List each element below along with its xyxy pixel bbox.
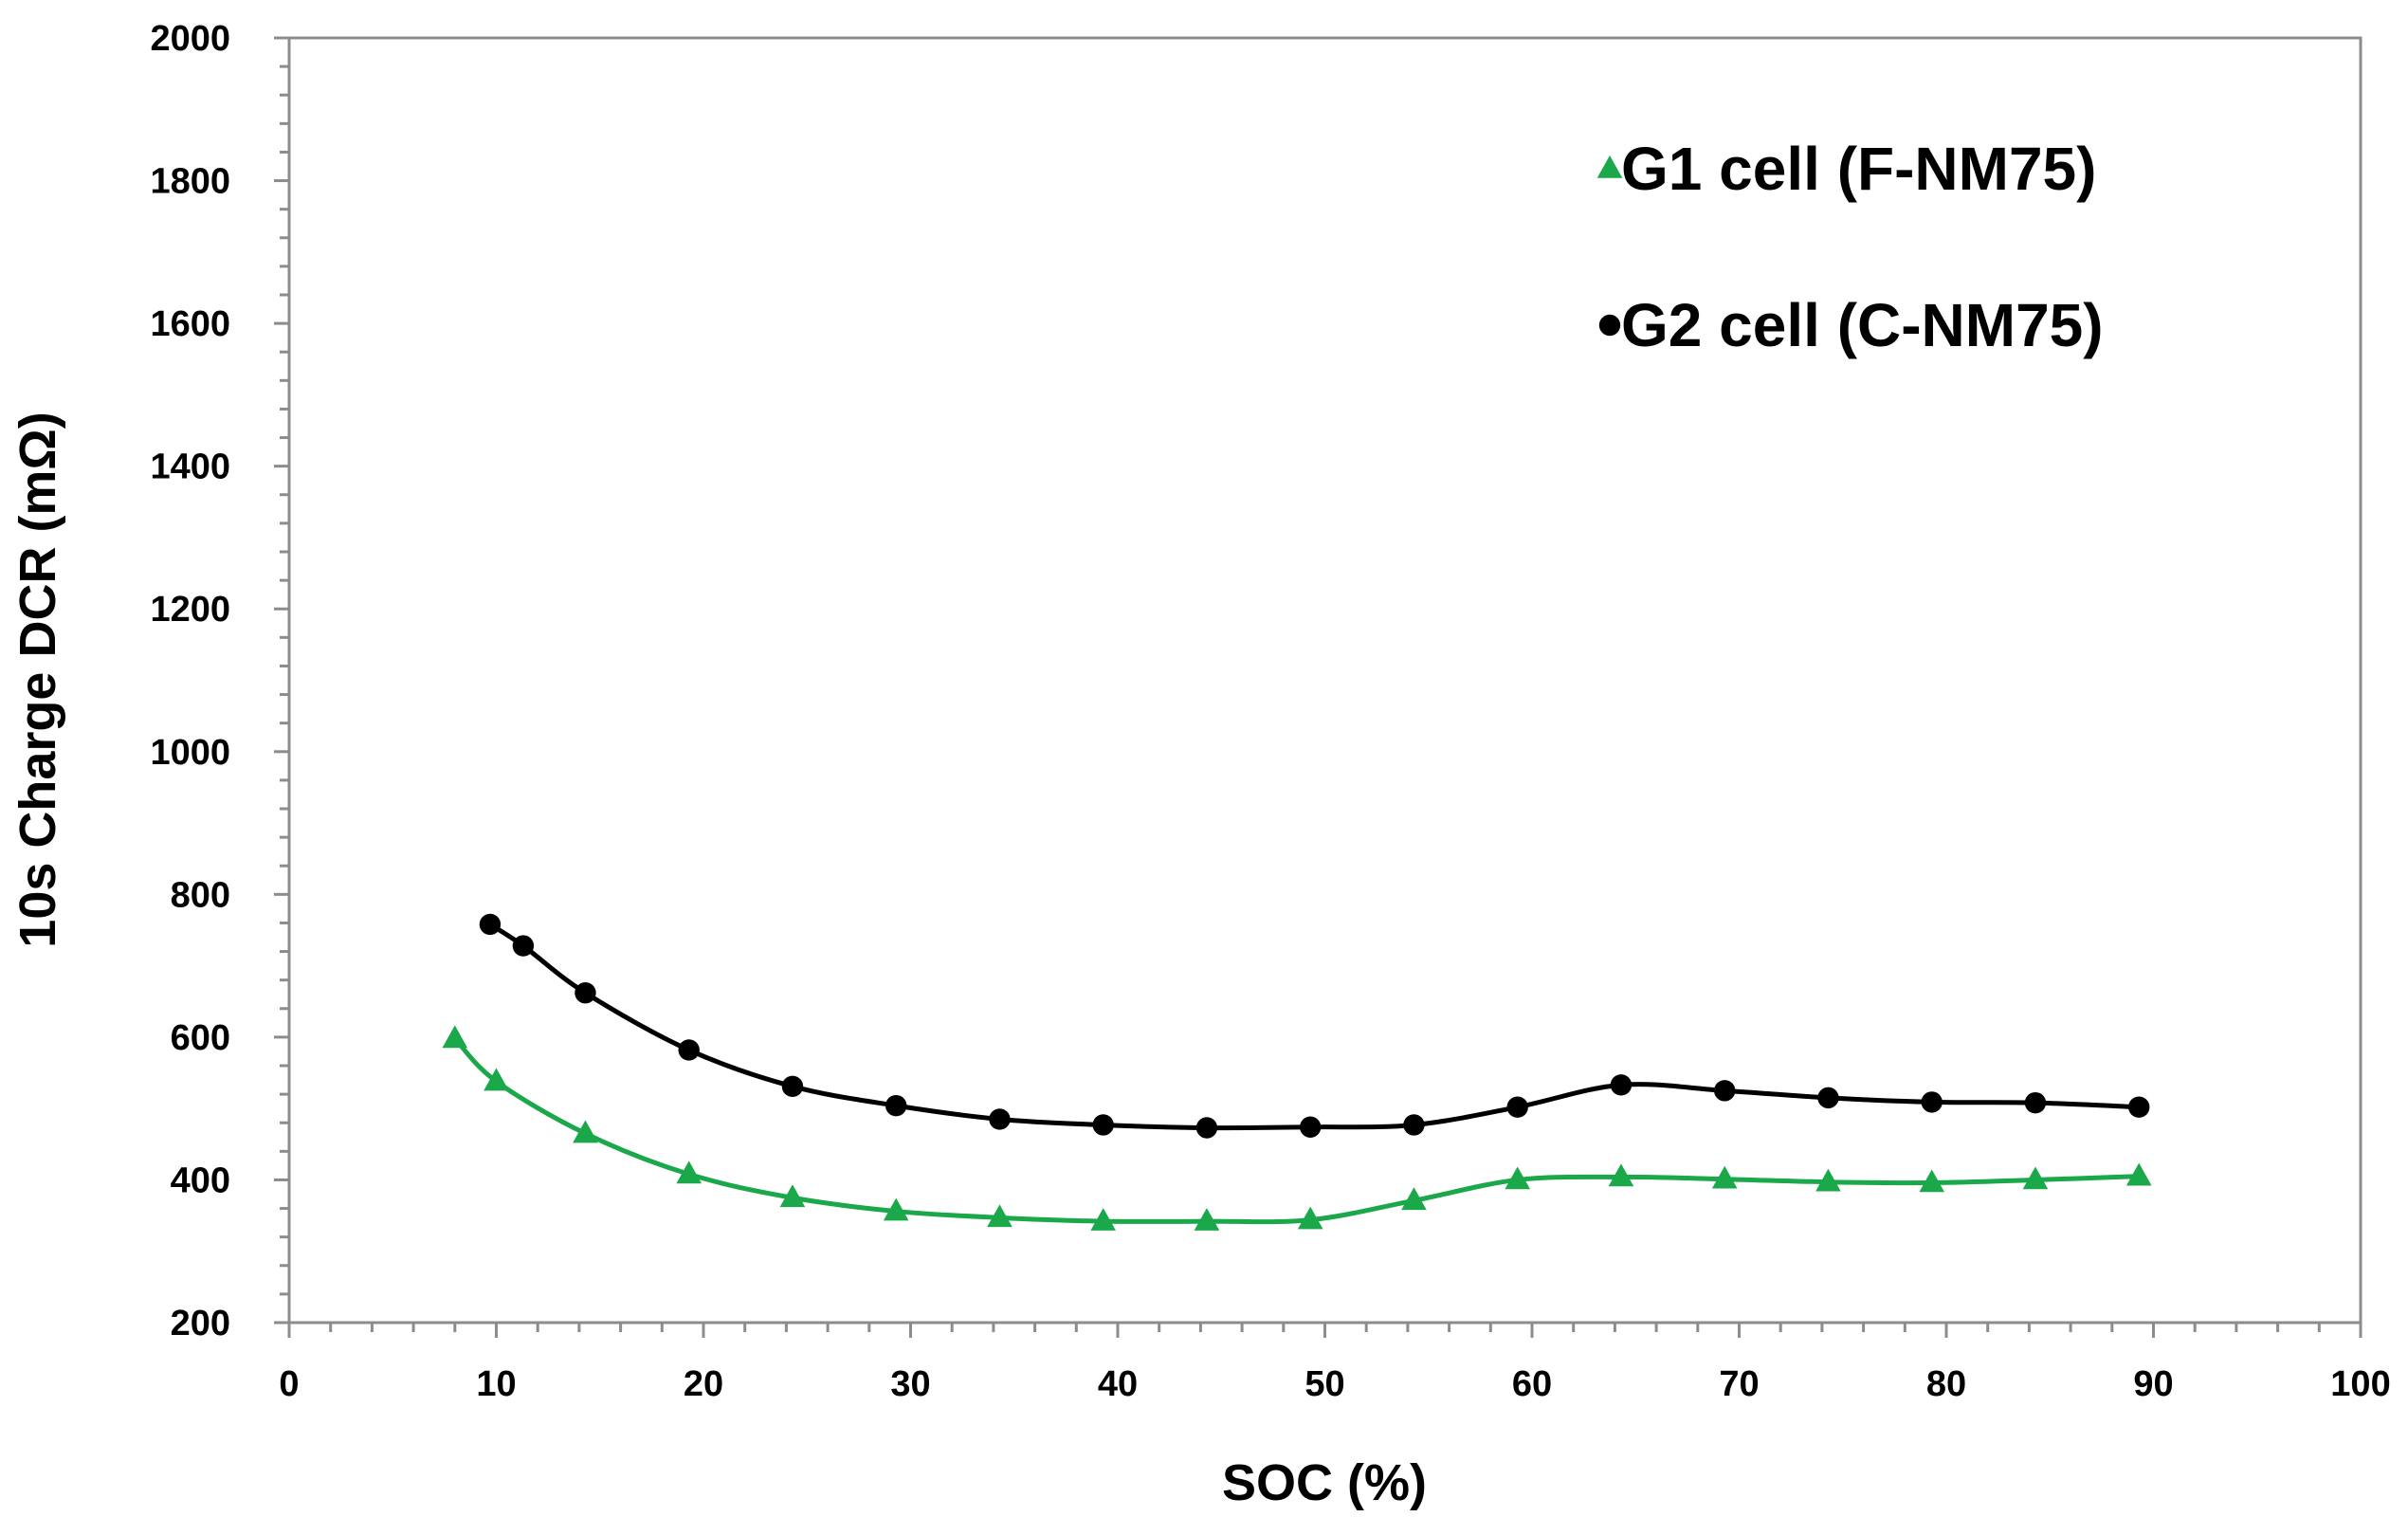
x-tick-label: 90	[2133, 1364, 2173, 1404]
x-tick-label: 50	[1304, 1364, 1344, 1404]
y-axis-title: 10s Charge DCR (mΩ)	[9, 411, 66, 947]
series-2-point	[1610, 1074, 1633, 1096]
legend-marker-2	[1598, 314, 1621, 337]
y-tick-label: 800	[171, 875, 230, 915]
series-2-line	[488, 922, 2140, 1131]
y-tick-label: 400	[171, 1160, 230, 1200]
series-1-point	[1090, 1208, 1117, 1231]
series-2-point	[2128, 1096, 2150, 1118]
series-2-point	[781, 1075, 804, 1098]
y-tick-label: 1800	[150, 162, 230, 202]
series-2-point	[479, 913, 502, 936]
x-axis: 0 10 20 30 40 50 60 70 80 90 100	[279, 1323, 2391, 1404]
legend-label-2: G2 cell (C-NM75)	[1621, 291, 2104, 359]
series-1-point	[442, 1025, 468, 1049]
y-tick-label: 200	[171, 1304, 230, 1343]
series-2-point	[885, 1094, 907, 1117]
series-1-point	[1919, 1169, 1945, 1193]
series-1-point	[1815, 1168, 1841, 1192]
x-tick-label: 10	[476, 1364, 516, 1404]
x-tick-label: 70	[1719, 1364, 1759, 1404]
series-2-point	[1714, 1080, 1736, 1102]
y-tick-label: 1000	[150, 733, 230, 773]
x-tick-label: 30	[890, 1364, 930, 1404]
x-tick-label: 100	[2330, 1364, 2390, 1404]
x-tick-label: 20	[684, 1364, 723, 1404]
legend-label-1: G1 cell (F-NM75)	[1621, 135, 2096, 203]
series-1-point	[483, 1068, 509, 1091]
series-2-point	[512, 935, 535, 957]
series-2-point	[1195, 1117, 1218, 1139]
series-1-point	[1711, 1165, 1738, 1189]
series-1-point	[779, 1184, 806, 1208]
series-1-line	[452, 1036, 2140, 1225]
series-1	[442, 1025, 2152, 1231]
series-2	[479, 913, 2150, 1139]
series-1-point	[1401, 1187, 1427, 1211]
y-axis: 200 400 600 800 1000 1200 1400 1600 1800 2000	[150, 19, 289, 1343]
series-1-point	[676, 1160, 702, 1184]
series-2-point	[575, 982, 596, 1004]
x-axis-title: SOC (%)	[1222, 1454, 1427, 1511]
series-2-point	[1921, 1091, 1943, 1113]
series-1-point	[1194, 1208, 1220, 1231]
series-1-point	[1608, 1163, 1634, 1187]
plot-area-frame	[287, 36, 2362, 1325]
x-tick-label: 40	[1098, 1364, 1138, 1404]
series-layer	[442, 913, 2152, 1231]
series-1-point	[1297, 1206, 1323, 1230]
series-2-point	[1092, 1114, 1114, 1136]
y-tick-label: 1400	[150, 448, 230, 487]
series-2-point	[2024, 1091, 2047, 1114]
x-tick-label: 60	[1512, 1364, 1552, 1404]
legend: G1 cell (F-NM75) G2 cell (C-NM75)	[1596, 135, 2104, 359]
series-2-point	[1403, 1114, 1425, 1136]
series-2-point	[989, 1108, 1011, 1130]
series-1-point	[2022, 1166, 2049, 1190]
series-1-point	[2125, 1162, 2152, 1186]
series-1-point	[987, 1204, 1012, 1228]
series-1-point	[883, 1197, 909, 1221]
series-2-point	[1817, 1087, 1839, 1109]
series-2-point	[1506, 1096, 1528, 1118]
legend-marker-1	[1596, 155, 1623, 178]
y-tick-label: 2000	[150, 19, 230, 59]
series-2-point	[678, 1039, 700, 1061]
series-2-point	[1300, 1116, 1322, 1138]
series-1-point	[1505, 1166, 1531, 1190]
series-1-point	[573, 1120, 598, 1143]
x-tick-label: 0	[279, 1364, 299, 1404]
y-tick-label: 1600	[150, 304, 230, 344]
y-tick-label: 1200	[150, 590, 230, 630]
x-tick-label: 80	[1926, 1364, 1966, 1404]
y-tick-label: 600	[171, 1018, 230, 1058]
